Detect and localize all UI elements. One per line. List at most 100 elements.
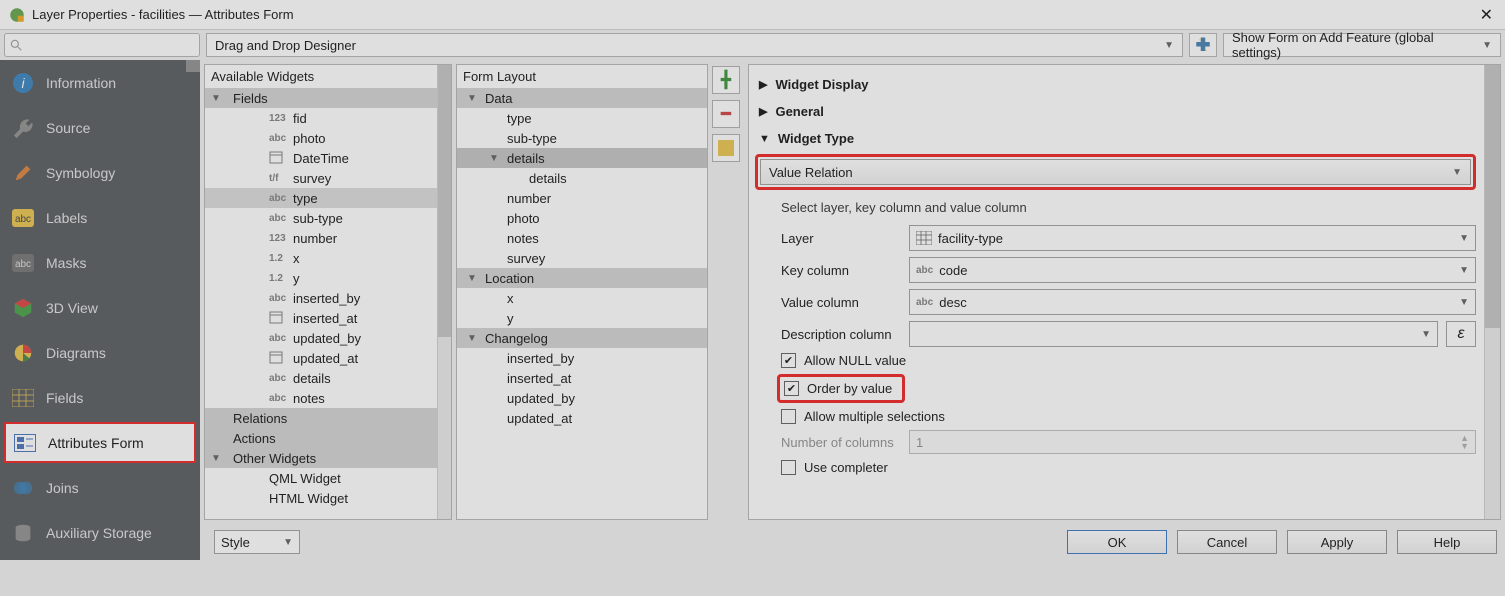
- value-column-combo[interactable]: abcdesc ▼: [909, 289, 1476, 315]
- layout-field[interactable]: inserted_at: [457, 368, 707, 388]
- allow-multiple-checkbox[interactable]: [781, 409, 796, 424]
- layer-combo[interactable]: facility-type ▼: [909, 225, 1476, 251]
- available-field[interactable]: abcphoto: [205, 128, 437, 148]
- field-type-icon: 123: [269, 233, 293, 244]
- apply-button[interactable]: Apply: [1287, 530, 1387, 554]
- layout-field[interactable]: survey: [457, 248, 707, 268]
- available-group[interactable]: Actions: [205, 428, 437, 448]
- layout-field[interactable]: x: [457, 288, 707, 308]
- db-icon: [12, 522, 34, 544]
- minus-icon: ━: [721, 104, 731, 124]
- sidebar-item-label: Fields: [46, 390, 83, 406]
- sidebar-item-labels[interactable]: abcLabels: [0, 195, 200, 240]
- show-form-selector[interactable]: Show Form on Add Feature (global setting…: [1223, 33, 1501, 57]
- layout-field[interactable]: updated_by: [457, 388, 707, 408]
- available-field[interactable]: abcsub-type: [205, 208, 437, 228]
- sidebar-item-attributes-form[interactable]: Attributes Form: [4, 422, 196, 463]
- use-completer-label: Use completer: [804, 460, 888, 475]
- tree-label: details: [293, 371, 331, 386]
- sidebar-item-source[interactable]: Source: [0, 105, 200, 150]
- invert-button[interactable]: [712, 134, 740, 162]
- config-scrollbar[interactable]: [1484, 65, 1500, 519]
- widget-type-label: Widget Type: [778, 131, 854, 146]
- tree-label: inserted_at: [507, 371, 571, 386]
- available-field[interactable]: abctype: [205, 188, 437, 208]
- info-icon: i: [12, 72, 34, 94]
- value-column-value: desc: [939, 295, 966, 310]
- available-field[interactable]: HTML Widget: [205, 488, 437, 508]
- sidebar-item-diagrams[interactable]: Diagrams: [0, 330, 200, 375]
- layout-group[interactable]: ▼Location: [457, 268, 707, 288]
- python-button[interactable]: [1189, 33, 1217, 57]
- layout-field[interactable]: updated_at: [457, 408, 707, 428]
- available-field[interactable]: 123number: [205, 228, 437, 248]
- layout-field[interactable]: details: [457, 168, 707, 188]
- close-icon[interactable]: ✕: [1476, 5, 1497, 25]
- available-field[interactable]: inserted_at: [205, 308, 437, 328]
- description-column-combo[interactable]: ▼: [909, 321, 1438, 347]
- form-layout-tree[interactable]: ▼Datatypesub-type▼detailsdetails number ph…: [457, 88, 707, 519]
- tree-label: number: [507, 191, 551, 206]
- sidebar-search-input[interactable]: [4, 33, 200, 57]
- remove-button[interactable]: ━: [712, 100, 740, 128]
- sidebar-item-information[interactable]: iInformation: [0, 60, 200, 105]
- layout-group[interactable]: ▼details: [457, 148, 707, 168]
- sidebar-scrollbar[interactable]: [186, 60, 200, 72]
- layout-field[interactable]: notes: [457, 228, 707, 248]
- layout-field[interactable]: inserted_by: [457, 348, 707, 368]
- allow-null-checkbox[interactable]: [781, 353, 796, 368]
- layout-group[interactable]: ▼Changelog: [457, 328, 707, 348]
- help-button[interactable]: Help: [1397, 530, 1497, 554]
- use-completer-checkbox[interactable]: [781, 460, 796, 475]
- sidebar-item-3d-view[interactable]: 3D View: [0, 285, 200, 330]
- available-field[interactable]: abcinserted_by: [205, 288, 437, 308]
- ok-button[interactable]: OK: [1067, 530, 1167, 554]
- available-field[interactable]: 123fid: [205, 108, 437, 128]
- add-tab-button[interactable]: ╋: [712, 66, 740, 94]
- available-field[interactable]: t/fsurvey: [205, 168, 437, 188]
- widget-type-combo[interactable]: Value Relation ▼: [760, 159, 1471, 185]
- spinner-buttons-icon: ▲▼: [1460, 434, 1469, 450]
- tree-label: x: [507, 291, 514, 306]
- available-group[interactable]: Relations: [205, 408, 437, 428]
- layout-field[interactable]: type: [457, 108, 707, 128]
- layout-field[interactable]: sub-type: [457, 128, 707, 148]
- available-field[interactable]: updated_at: [205, 348, 437, 368]
- sidebar-item-joins[interactable]: Joins: [0, 465, 200, 510]
- key-column-combo[interactable]: abccode ▼: [909, 257, 1476, 283]
- available-field[interactable]: 1.2x: [205, 248, 437, 268]
- sidebar-item-symbology[interactable]: Symbology: [0, 150, 200, 195]
- sidebar-item-actions[interactable]: Actions: [0, 555, 200, 560]
- order-by-checkbox[interactable]: [784, 381, 799, 396]
- tree-label: inserted_by: [293, 291, 360, 306]
- style-button[interactable]: Style▼: [214, 530, 300, 554]
- cancel-button[interactable]: Cancel: [1177, 530, 1277, 554]
- available-group[interactable]: ▼Other Widgets: [205, 448, 437, 468]
- widget-type-section[interactable]: ▼Widget Type: [755, 125, 1476, 152]
- layout-field[interactable]: y: [457, 308, 707, 328]
- tree-label: photo: [293, 131, 326, 146]
- order-by-label: Order by value: [807, 381, 892, 396]
- form-layout-panel: Form Layout ▼Datatypesub-type▼detailsdet…: [456, 64, 708, 520]
- sidebar-item-auxiliary-storage[interactable]: Auxiliary Storage: [0, 510, 200, 555]
- tree-label: Changelog: [485, 331, 548, 346]
- available-field[interactable]: abcupdated_by: [205, 328, 437, 348]
- layout-field[interactable]: photo: [457, 208, 707, 228]
- layout-group[interactable]: ▼Data: [457, 88, 707, 108]
- sidebar-item-masks[interactable]: abcMasks: [0, 240, 200, 285]
- available-field[interactable]: DateTime: [205, 148, 437, 168]
- widget-type-highlight: Value Relation ▼: [755, 154, 1476, 190]
- available-field[interactable]: QML Widget: [205, 468, 437, 488]
- available-group[interactable]: ▼Fields: [205, 88, 437, 108]
- available-field[interactable]: abcnotes: [205, 388, 437, 408]
- available-field[interactable]: abcdetails: [205, 368, 437, 388]
- available-field[interactable]: 1.2y: [205, 268, 437, 288]
- available-widgets-tree[interactable]: ▼Fields123fidabcphotoDateTimet/fsurveyab…: [205, 88, 437, 519]
- expression-button[interactable]: ε: [1446, 321, 1476, 347]
- layout-field[interactable]: number: [457, 188, 707, 208]
- sidebar-item-fields[interactable]: Fields: [0, 375, 200, 420]
- general-section[interactable]: ▶General: [755, 98, 1476, 125]
- widget-display-section[interactable]: ▶Widget Display: [755, 71, 1476, 98]
- editor-layout-selector[interactable]: Drag and Drop Designer ▼: [206, 33, 1183, 57]
- available-scrollbar[interactable]: [437, 65, 451, 519]
